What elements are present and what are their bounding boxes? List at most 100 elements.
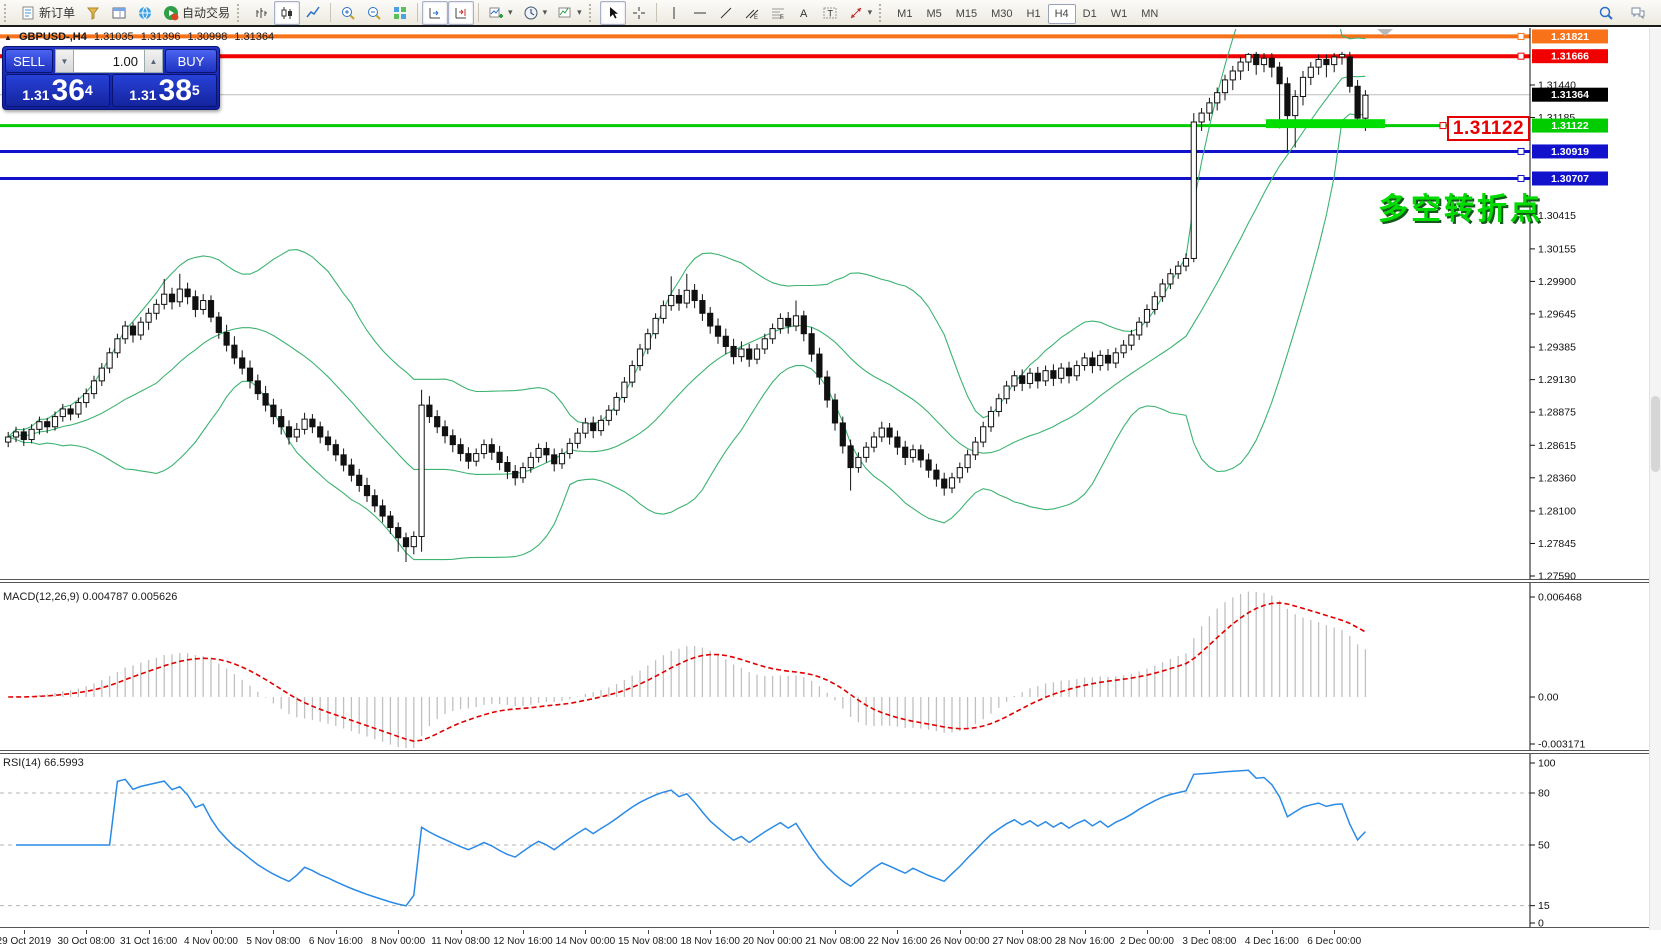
line-handle[interactable]	[1517, 174, 1525, 182]
timeframe-button-M5[interactable]: M5	[926, 7, 942, 20]
zoom-out-button[interactable]	[361, 1, 387, 25]
autotrading-button[interactable]: 自动交易	[158, 1, 235, 25]
bull-candle	[636, 348, 644, 367]
line-handle[interactable]	[1517, 52, 1525, 60]
bear-candle	[1276, 66, 1283, 85]
macd-axis-bg[interactable]	[1530, 583, 1661, 750]
collapse-triangle-icon[interactable]: ▲	[4, 33, 12, 42]
time-axis-tick	[1209, 930, 1211, 934]
navigator-button[interactable]	[132, 1, 158, 25]
bull-candle	[644, 333, 651, 350]
bear-candle	[231, 344, 238, 359]
time-axis-label: 8 Nov 00:00	[371, 936, 426, 947]
volume-decrease-button[interactable]: ▼	[55, 49, 74, 73]
text-label-button[interactable]: T	[817, 1, 843, 25]
time-axis-tick	[647, 930, 649, 934]
callout-handle[interactable]	[1439, 122, 1447, 130]
templates-button[interactable]: ▾	[552, 1, 587, 25]
bull-candle	[777, 317, 784, 330]
window-icon	[112, 7, 126, 18]
sell-button[interactable]: SELL	[5, 49, 53, 73]
line-chart-button[interactable]	[300, 1, 326, 25]
timeframe-button-M15[interactable]: M15	[955, 7, 978, 20]
bull-candle	[83, 393, 90, 404]
volume-input[interactable]: 1.00	[74, 49, 144, 73]
timeframe-button-H4[interactable]: H4	[1047, 3, 1076, 24]
chart-shift-button[interactable]	[448, 0, 475, 25]
scrollbar-thumb[interactable]	[1651, 396, 1660, 472]
search-button[interactable]	[1593, 1, 1619, 25]
bear-candle	[457, 444, 464, 455]
channel-button[interactable]: E	[739, 1, 765, 25]
bear-candle	[894, 436, 901, 448]
time-axis[interactable]: 29 Oct 2019 30 Oct 08:00 31 Oct 16:00 4 Nov…	[0, 930, 1661, 952]
macd-signal-line[interactable]	[8, 602, 1366, 743]
text-button[interactable]: A	[791, 1, 817, 25]
ohlc-close: 1.31364	[234, 31, 275, 43]
bar-chart-button[interactable]	[248, 1, 274, 25]
bull-candle	[582, 422, 589, 434]
bollinger-middle-band[interactable]	[8, 75, 1366, 475]
timeframe-button-M30[interactable]: M30	[991, 7, 1013, 20]
bull-candle	[769, 328, 776, 340]
timeframe-button-D1[interactable]: D1	[1082, 7, 1097, 20]
price-callout-label[interactable]: 1.31122	[1447, 116, 1530, 141]
buy-price-button[interactable]: 1.31 38 5	[112, 74, 217, 107]
time-axis-tick	[1022, 930, 1024, 934]
macd-title: MACD(12,26,9)	[3, 591, 80, 603]
bear-candle	[1268, 57, 1275, 68]
horizontal-line-button[interactable]	[687, 1, 713, 25]
price-chart-panel[interactable]: 1.314401.311851.304151.301551.299001.296…	[0, 28, 1661, 579]
macd-panel[interactable]: 0.006468 0.00 -0.003171	[0, 579, 1661, 750]
support-zone-rect[interactable]	[1266, 119, 1385, 129]
bear-candle	[129, 325, 137, 336]
bear-candle	[1034, 372, 1041, 382]
volume-increase-button[interactable]: ▲	[144, 49, 163, 73]
zoom-in-button[interactable]	[335, 1, 361, 25]
ohlc-high: 1.31396	[140, 31, 181, 43]
data-window-button[interactable]	[106, 1, 132, 25]
tile-windows-button[interactable]	[387, 1, 413, 25]
timeframe-button-W1[interactable]: W1	[1110, 7, 1128, 20]
timeframe-button-MN[interactable]: MN	[1141, 7, 1159, 20]
timeframe-button-H1[interactable]: H1	[1026, 7, 1041, 20]
cursor-button[interactable]	[599, 0, 626, 25]
trendline-button[interactable]	[713, 1, 739, 25]
bull-candle	[106, 352, 113, 369]
timeframe-button-M1[interactable]: M1	[897, 7, 913, 20]
line-handle[interactable]	[1517, 147, 1525, 155]
auto-scroll-button[interactable]	[422, 0, 449, 25]
fibonacci-button[interactable]: F	[765, 1, 791, 25]
bear-candle	[746, 348, 753, 360]
rsi-line[interactable]	[16, 769, 1366, 907]
new-order-button[interactable]: 新订单	[15, 1, 80, 25]
price-line-tag-label: 1.30707	[1551, 173, 1589, 185]
bear-candle	[925, 459, 932, 471]
time-axis-tick	[1084, 930, 1086, 934]
time-axis-tick	[523, 930, 524, 934]
bollinger-lower-band[interactable]	[8, 113, 1366, 561]
crosshair-button[interactable]	[626, 1, 652, 25]
vertical-line-button[interactable]	[661, 1, 687, 25]
price-axis-bg[interactable]	[1530, 28, 1661, 579]
indicators-button[interactable]: ▾	[483, 1, 518, 25]
arrows-button[interactable]: ▾	[843, 1, 878, 25]
new-order-label: 新订单	[39, 6, 76, 20]
periods-button[interactable]: ▾	[518, 1, 553, 25]
buy-button[interactable]: BUY	[165, 49, 217, 73]
rsi-panel[interactable]: 100 80 50 15 0	[0, 750, 1661, 930]
chart-shift-marker-icon[interactable]	[1377, 29, 1393, 36]
candlestick-chart-button[interactable]	[274, 0, 301, 25]
sell-price-button[interactable]: 1.31 36 4	[5, 74, 110, 107]
bear-candle	[488, 444, 495, 453]
chart-annotation-text[interactable]: 多空转折点	[1378, 193, 1543, 226]
ohlc-open: 1.31035	[93, 31, 134, 43]
chat-button[interactable]	[1625, 1, 1651, 25]
bear-candle	[839, 422, 846, 447]
marketwatch-button[interactable]	[80, 1, 106, 25]
rsi-axis-bg[interactable]	[1530, 754, 1661, 930]
line-handle[interactable]	[1517, 32, 1525, 40]
bull-candle	[1081, 357, 1088, 367]
price-tick-label: 1.29385	[1538, 342, 1576, 354]
toolbar-grip	[588, 3, 596, 22]
